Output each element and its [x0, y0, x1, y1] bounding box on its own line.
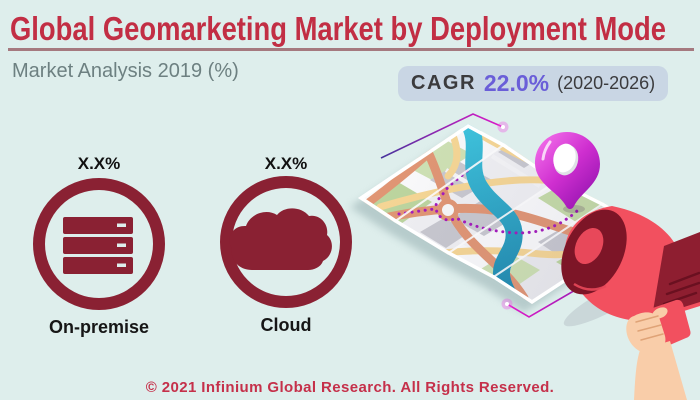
stat-value-cloud: X.X%: [264, 154, 308, 173]
hand-icon: [626, 307, 687, 400]
location-pin-icon: [534, 132, 600, 213]
stat-circle-cloud: [220, 176, 352, 308]
stat-circle-on-premise: [33, 178, 165, 310]
stat-label-cloud: Cloud: [260, 315, 312, 335]
stat-value-on-premise: X.X%: [77, 154, 121, 173]
geomarketing-illustration: [350, 113, 700, 400]
subtitle: Market Analysis 2019 (%): [12, 60, 239, 82]
server-icon: [63, 217, 133, 274]
stat-label-on-premise: On-premise: [48, 317, 150, 337]
cagr-value: 22.0%: [483, 70, 550, 96]
megaphone-icon: [561, 206, 700, 351]
footer-copyright: © 2021 Infinium Global Research. All Rig…: [145, 379, 555, 396]
cagr-label: CAGR: [411, 72, 476, 94]
cagr-period: (2020-2026): [557, 73, 656, 93]
page-title: Global Geomarketing Market by Deployment…: [10, 10, 666, 47]
cagr-badge: CAGR 22.0% (2020-2026): [398, 66, 669, 101]
title-underline: [8, 48, 694, 51]
cloud-icon: [229, 208, 332, 270]
glow-dots: [497, 121, 513, 310]
